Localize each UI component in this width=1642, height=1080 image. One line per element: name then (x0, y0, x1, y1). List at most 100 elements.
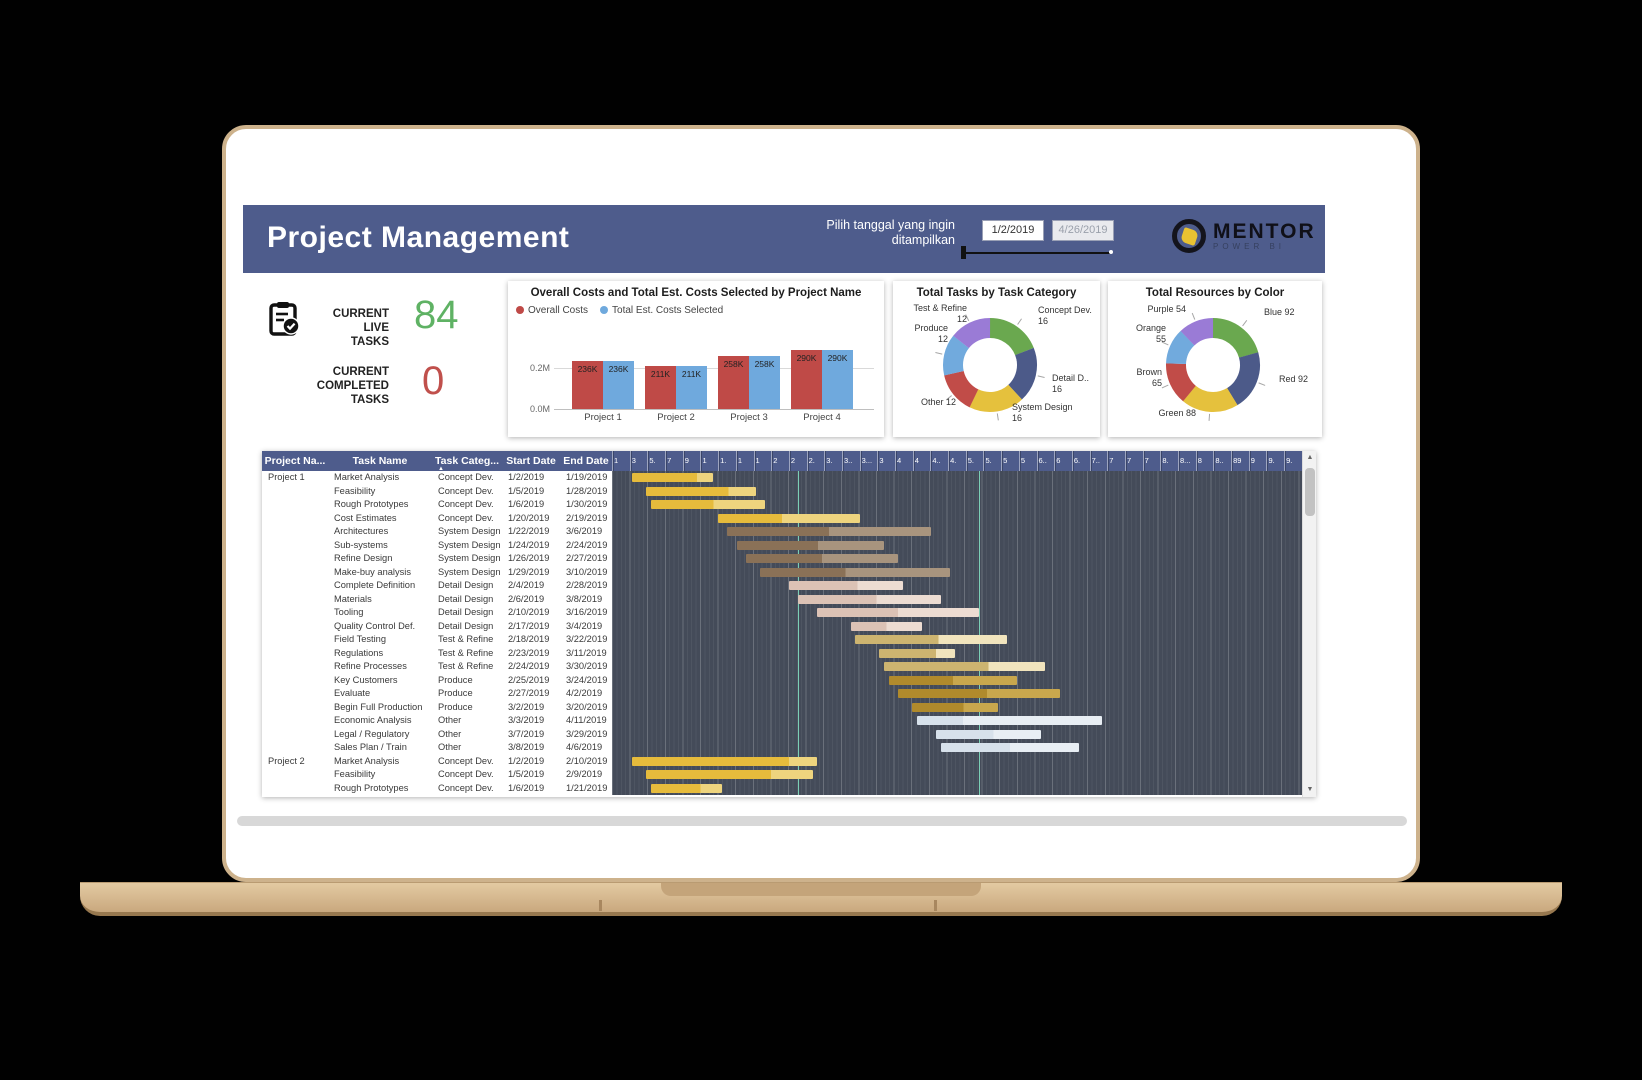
date-range-slider[interactable] (963, 252, 1111, 254)
tasks-donut-card: Total Tasks by Task Category Test & Refi… (893, 281, 1100, 437)
gantt-scrollbar[interactable]: ▲ ▼ (1302, 451, 1316, 797)
gantt-task-bar[interactable] (817, 608, 979, 618)
gantt-row[interactable]: Tooling Detail Design 2/10/2019 3/16/2019 (262, 606, 1302, 620)
tasks-donut-chart[interactable] (930, 305, 1050, 425)
gantt-task-bar[interactable] (651, 783, 723, 793)
bar-overall-project-2[interactable] (645, 365, 676, 409)
column-header-end[interactable]: End Date (563, 455, 609, 467)
gantt-row[interactable]: Architectures System Design 1/22/2019 3/6/2… (262, 525, 1302, 539)
gantt-row[interactable]: Refine Design System Design 1/26/2019 2/27/… (262, 552, 1302, 566)
gantt-task-bar[interactable] (760, 567, 951, 577)
gantt-row[interactable]: Cost Estimates Concept Dev. 1/20/2019 2/19/… (262, 512, 1302, 526)
column-header-project[interactable]: Project Na... (264, 455, 326, 467)
gantt-task-bar[interactable] (717, 513, 860, 523)
gantt-row[interactable]: Feasibility Concept Dev. 1/5/2019 1/28/2019 (262, 485, 1302, 499)
scroll-up-button[interactable]: ▲ (1306, 454, 1314, 461)
project-cell (268, 539, 326, 553)
gantt-task-bar[interactable] (632, 473, 713, 483)
slider-handle[interactable] (961, 246, 966, 259)
gantt-row[interactable]: Quality Control Def. Detail Design 2/17/20… (262, 620, 1302, 634)
bar-value-label: 211K (681, 368, 702, 379)
gantt-task-bar[interactable] (850, 621, 922, 631)
gantt-task-bar[interactable] (879, 648, 955, 658)
legend-item-est[interactable]: Total Est. Costs Selected (600, 305, 723, 316)
gantt-row[interactable]: Field Testing Test & Refine 2/18/2019 3/22/… (262, 633, 1302, 647)
bar-overall-project-4[interactable] (791, 349, 822, 409)
end-date-cell: 2/19/2019 (566, 512, 608, 523)
donut-segment-system-design[interactable] (938, 313, 1043, 418)
end-date-cell: 4/2/2019 (566, 688, 603, 698)
gantt-row[interactable]: Key Customers Produce 2/25/2019 3/24/2019 (262, 674, 1302, 688)
dashboard-header: Project Management Pilih tanggal yang in… (243, 205, 1325, 273)
bar-estimated-project-2[interactable] (676, 365, 707, 409)
gantt-task-bar[interactable] (727, 527, 932, 537)
bar-value-label: 211K (650, 368, 671, 379)
column-header-start[interactable]: Start Date (506, 455, 556, 467)
gantt-row[interactable]: Materials Detail Design 2/6/2019 3/8/2019 (262, 593, 1302, 607)
gantt-row[interactable]: Legal / Regulatory Other 3/7/2019 3/29/2019 (262, 728, 1302, 742)
legend-item-overall[interactable]: Overall Costs (516, 305, 588, 316)
donut-label: Red 92 (1279, 374, 1309, 384)
donut-segment-green[interactable] (1162, 314, 1264, 416)
donut-segment-red[interactable] (1166, 318, 1260, 412)
donut-segment-produce[interactable] (942, 318, 1037, 412)
gantt-task-bar[interactable] (936, 729, 1041, 739)
scrollbar-thumb[interactable] (1305, 468, 1315, 516)
project-cell (268, 660, 326, 674)
gantt-task-bar[interactable] (898, 689, 1060, 699)
overall-costs-dot-icon (516, 306, 524, 314)
start-date-cell: 3/3/2019 (508, 715, 545, 725)
date-from-input[interactable]: 1/2/2019 (982, 220, 1044, 241)
bar-overall-project-1[interactable] (572, 360, 603, 409)
gantt-task-bar[interactable] (888, 675, 1017, 685)
timeline-tick-label: 5. (983, 451, 1001, 471)
gantt-task-bar[interactable] (736, 540, 884, 550)
gantt-row[interactable]: Evaluate Produce 2/27/2019 4/2/2019 (262, 687, 1302, 701)
gantt-task-bar[interactable] (788, 581, 903, 591)
gantt-task-bar[interactable] (883, 662, 1046, 672)
column-header-category[interactable]: Task Categ... ▲ (435, 455, 499, 471)
gantt-task-bar[interactable] (746, 554, 898, 564)
gantt-task-bar[interactable] (632, 756, 818, 766)
category-cell: Other (438, 715, 462, 725)
slider-end-dot (1109, 250, 1113, 254)
category-cell: Concept Dev. (438, 755, 494, 766)
gantt-row[interactable]: Economic Analysis Other 3/3/2019 4/11/2019 (262, 714, 1302, 728)
gantt-task-bar[interactable] (912, 702, 998, 712)
donut-segment-other[interactable] (941, 316, 1040, 415)
gantt-row[interactable]: Begin Full Production Produce 3/2/2019 3/20… (262, 701, 1302, 715)
gantt-task-bar[interactable] (651, 500, 765, 510)
date-to-input[interactable]: 4/26/2019 (1052, 220, 1114, 241)
category-cell: Concept Dev. (438, 472, 494, 482)
gantt-task-bar[interactable] (646, 770, 813, 780)
timeline-tick-label: 4 (895, 451, 913, 471)
scroll-down-button[interactable]: ▼ (1306, 786, 1314, 793)
gantt-row[interactable]: Rough Prototypes Concept Dev. 1/6/2019 1/21… (262, 782, 1302, 796)
bar-overall-project-3[interactable] (718, 356, 749, 409)
bar-estimated-project-3[interactable] (749, 356, 780, 409)
category-cell: System Design (438, 566, 500, 577)
gantt-row[interactable]: Rough Prototypes Concept Dev. 1/6/2019 1/30… (262, 498, 1302, 512)
gantt-row[interactable]: Sales Plan / Train Other 3/8/2019 4/6/2019 (262, 741, 1302, 755)
gantt-row[interactable]: Project 2 Market Analysis Concept Dev. 1/2/… (262, 755, 1302, 769)
gantt-row[interactable]: Project 1 Market Analysis Concept Dev. 1/2/… (262, 471, 1302, 485)
gantt-task-bar[interactable] (798, 594, 941, 604)
gantt-row[interactable]: Refine Processes Test & Refine 2/24/2019 3/… (262, 660, 1302, 674)
resources-donut-chart[interactable] (1153, 305, 1273, 425)
gantt-row[interactable]: Make-buy analysis System Design 1/29/2019 3… (262, 566, 1302, 580)
project-cell (268, 701, 326, 715)
timeline-tick-label: 8 (1195, 451, 1214, 471)
gantt-task-bar[interactable] (855, 635, 1008, 645)
gantt-task-bar[interactable] (917, 716, 1103, 726)
bar-estimated-project-4[interactable] (822, 349, 853, 409)
donut-segment-detail-d-[interactable] (942, 317, 1038, 413)
gantt-row[interactable]: Complete Definition Detail Design 2/4/2019… (262, 579, 1302, 593)
donut-segment-purple[interactable] (1161, 313, 1266, 418)
gantt-row[interactable]: Sub-systems System Design 1/24/2019 2/24/20… (262, 539, 1302, 553)
bar-estimated-project-1[interactable] (603, 360, 634, 409)
gantt-task-bar[interactable] (646, 486, 756, 496)
column-header-task[interactable]: Task Name (352, 455, 408, 467)
gantt-row[interactable]: Feasibility Concept Dev. 1/5/2019 2/9/2019 (262, 768, 1302, 782)
gantt-task-bar[interactable] (940, 743, 1079, 753)
gantt-row[interactable]: Regulations Test & Refine 2/23/2019 3/11/20… (262, 647, 1302, 661)
